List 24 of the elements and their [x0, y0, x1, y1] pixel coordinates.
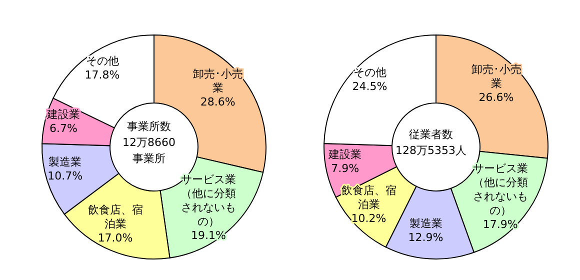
data-label: 6.7% [50, 122, 78, 135]
slice-label: 飲食店、宿泊業 [88, 202, 143, 230]
slice-label: 建設業 [328, 147, 362, 160]
text: 事業所 [132, 152, 166, 164]
data-label: 17.9% [482, 218, 518, 231]
slice-label: 製造業 [48, 155, 82, 168]
data-label: 7.9% [331, 161, 360, 174]
slice-label: その他 [86, 54, 119, 67]
slice-label: 製造業 [409, 216, 442, 230]
slice-label: 建設業 [46, 108, 80, 121]
text: 12万8660 [122, 136, 176, 148]
slice-label: サービス業（他に分類されないもの） [472, 162, 528, 217]
data-label: 10.2% [351, 212, 386, 225]
data-label: 12.9% [408, 230, 444, 244]
data-label: 17.0% [98, 230, 133, 244]
slice-label: その他 [353, 65, 386, 78]
data-label: 10.7% [48, 169, 83, 182]
data-label: 26.6% [478, 90, 514, 104]
data-label: 28.6% [200, 94, 236, 108]
text: 従業者数 [409, 128, 453, 140]
text: 事業所数 [127, 120, 171, 132]
data-label: 17.8% [84, 68, 120, 81]
data-label: 24.5% [352, 79, 388, 92]
text: 128万5353人 [396, 144, 466, 156]
